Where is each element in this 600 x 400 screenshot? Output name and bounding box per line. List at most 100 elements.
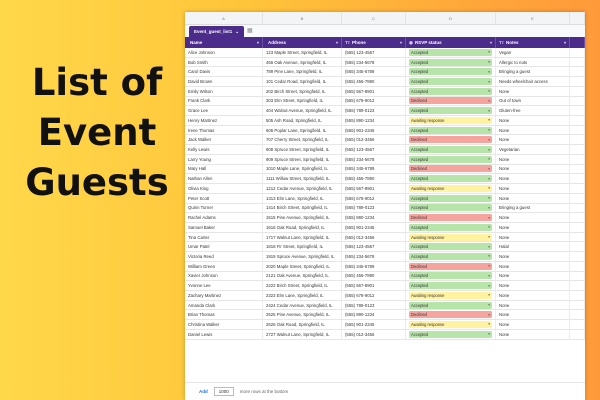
chevron-down-icon[interactable]: ▾ [488, 69, 490, 74]
cell-phone[interactable]: (555) 678-9012 [342, 290, 406, 300]
cell-address[interactable]: 1111 Willow Street, Springfield, IL [263, 174, 342, 184]
rsvp-status-chip[interactable]: Awaiting response ▾ [409, 233, 492, 241]
cell-name[interactable]: Yvonne Lee [185, 281, 263, 290]
cell-extra[interactable] [570, 96, 585, 106]
cell-extra[interactable] [570, 77, 585, 86]
chevron-down-icon[interactable]: ▾ [488, 108, 490, 113]
cell-notes[interactable]: None [496, 320, 570, 329]
cell-phone[interactable]: (555) 901-2345 [342, 125, 406, 135]
cell-extra[interactable] [570, 174, 585, 184]
cell-notes[interactable]: Allergic to nuts [496, 57, 570, 67]
cell-rsvp-status[interactable]: Accepted ▾ [406, 67, 496, 77]
chevron-down-icon[interactable]: ▾ [256, 40, 259, 45]
rsvp-status-chip[interactable]: Accepted ▾ [409, 78, 492, 86]
cell-phone[interactable]: (555) 123-4567 [342, 145, 406, 154]
chevron-down-icon[interactable]: ▾ [335, 40, 338, 45]
cell-notes[interactable]: None [496, 86, 570, 96]
rsvp-status-chip[interactable]: Accepted ▾ [409, 68, 492, 76]
cell-rsvp-status[interactable]: Declined ▾ [406, 213, 496, 222]
cell-rsvp-status[interactable]: Awaiting response ▾ [406, 232, 496, 242]
cell-name[interactable]: Samuel Baker [185, 222, 263, 232]
chevron-down-icon[interactable]: ▾ [488, 118, 490, 123]
cell-phone[interactable]: (555) 789-0123 [342, 300, 406, 310]
cell-rsvp-status[interactable]: Awaiting response ▾ [406, 116, 496, 125]
chevron-down-icon[interactable]: ▾ [488, 137, 490, 142]
column-letter-a[interactable]: A [185, 12, 263, 24]
cell-rsvp-status[interactable]: Accepted ▾ [406, 252, 496, 261]
cell-name[interactable]: Quinn Turner [185, 203, 263, 213]
cell-address[interactable]: 456 Oak Avenue, Springfield, IL [263, 57, 342, 67]
rsvp-status-chip[interactable]: Declined ▾ [409, 214, 492, 222]
cell-notes[interactable]: None [496, 116, 570, 125]
column-letter-d[interactable]: D [406, 12, 496, 24]
header-notes[interactable]: Tт Notes ▾ [496, 37, 570, 48]
chevron-down-icon[interactable]: ▾ [488, 98, 490, 103]
cell-notes[interactable]: Vegan [496, 48, 570, 57]
cell-rsvp-status[interactable]: Accepted ▾ [406, 203, 496, 213]
chevron-down-icon[interactable]: ▾ [488, 186, 490, 191]
cell-rsvp-status[interactable]: Accepted ▾ [406, 281, 496, 290]
chevron-down-icon[interactable]: ▾ [488, 225, 490, 230]
cell-phone[interactable]: (555) 567-8901 [342, 281, 406, 290]
cell-name[interactable]: Tina Carter [185, 232, 263, 242]
rsvp-status-chip[interactable]: Accepted ▾ [409, 204, 492, 212]
cell-notes[interactable]: None [496, 290, 570, 300]
add-rows-button[interactable]: Add [199, 389, 208, 394]
cell-name[interactable]: Larry Young [185, 154, 263, 164]
chevron-down-icon[interactable]: ▾ [488, 89, 490, 94]
chevron-down-icon[interactable]: ▾ [488, 283, 490, 288]
cell-extra[interactable] [570, 271, 585, 281]
cell-name[interactable]: Brian Thomas [185, 310, 263, 320]
cell-notes[interactable]: Vegetarian [496, 145, 570, 154]
cell-phone[interactable]: (555) 789-0123 [342, 106, 406, 116]
cell-phone[interactable]: (555) 678-9012 [342, 96, 406, 106]
cell-name[interactable]: Victoria Reed [185, 252, 263, 261]
rsvp-status-chip[interactable]: Accepted ▾ [409, 282, 492, 290]
cell-name[interactable]: Nathan Allen [185, 174, 263, 184]
cell-extra[interactable] [570, 242, 585, 252]
chevron-down-icon[interactable]: ▾ [488, 176, 490, 181]
chevron-down-icon[interactable]: ▾ [488, 196, 490, 201]
rsvp-status-chip[interactable]: Accepted ▾ [409, 301, 492, 309]
chevron-down-icon[interactable]: ▾ [488, 273, 490, 278]
cell-extra[interactable] [570, 252, 585, 261]
chevron-down-icon[interactable]: ▾ [488, 235, 490, 240]
cell-address[interactable]: 789 Pine Lane, Springfield, IL [263, 67, 342, 77]
cell-extra[interactable] [570, 135, 585, 145]
cell-extra[interactable] [570, 281, 585, 290]
cell-address[interactable]: 2020 Maple Street, Springfield, IL [263, 261, 342, 271]
cell-address[interactable]: 2424 Cedar Avenue, Springfield, IL [263, 300, 342, 310]
cell-rsvp-status[interactable]: Accepted ▾ [406, 174, 496, 184]
cell-name[interactable]: Emily Wilson [185, 86, 263, 96]
cell-name[interactable]: Umar Patel [185, 242, 263, 252]
cell-name[interactable]: Grace Lee [185, 106, 263, 116]
cell-phone[interactable]: (555) 456-7890 [342, 271, 406, 281]
cell-rsvp-status[interactable]: Awaiting response ▾ [406, 290, 496, 300]
cell-address[interactable]: 1616 Oak Road, Springfield, IL [263, 222, 342, 232]
cell-notes[interactable]: None [496, 222, 570, 232]
chevron-down-icon[interactable]: ▾ [488, 332, 490, 337]
cell-extra[interactable] [570, 67, 585, 77]
chevron-down-icon[interactable]: ▾ [488, 157, 490, 162]
cell-notes[interactable]: Bringing a guest [496, 203, 570, 213]
cell-address[interactable]: 101 Cedar Road, Springfield, IL [263, 77, 342, 86]
cell-rsvp-status[interactable]: Declined ▾ [406, 261, 496, 271]
cell-rsvp-status[interactable]: Awaiting response ▾ [406, 184, 496, 193]
cell-name[interactable]: Peter Scott [185, 193, 263, 203]
chevron-down-icon[interactable]: ▾ [399, 40, 402, 45]
rsvp-status-chip[interactable]: Accepted ▾ [409, 58, 492, 66]
cell-phone[interactable]: (555) 123-4567 [342, 242, 406, 252]
rsvp-status-chip[interactable]: Accepted ▾ [409, 87, 492, 95]
cell-address[interactable]: 1818 Fir Street, Springfield, IL [263, 242, 342, 252]
cell-notes[interactable]: None [496, 164, 570, 174]
chevron-down-icon[interactable]: ▾ [488, 312, 490, 317]
cell-notes[interactable]: Bringing a guest [496, 67, 570, 77]
cell-name[interactable]: Frank Clark [185, 96, 263, 106]
cell-notes[interactable]: None [496, 213, 570, 222]
chevron-down-icon[interactable]: ▾ [488, 264, 490, 269]
cell-extra[interactable] [570, 222, 585, 232]
cell-extra[interactable] [570, 57, 585, 67]
chevron-down-icon[interactable]: ▾ [488, 166, 490, 171]
rsvp-status-chip[interactable]: Awaiting response ▾ [409, 116, 492, 124]
cell-name[interactable]: David Brown [185, 77, 263, 86]
